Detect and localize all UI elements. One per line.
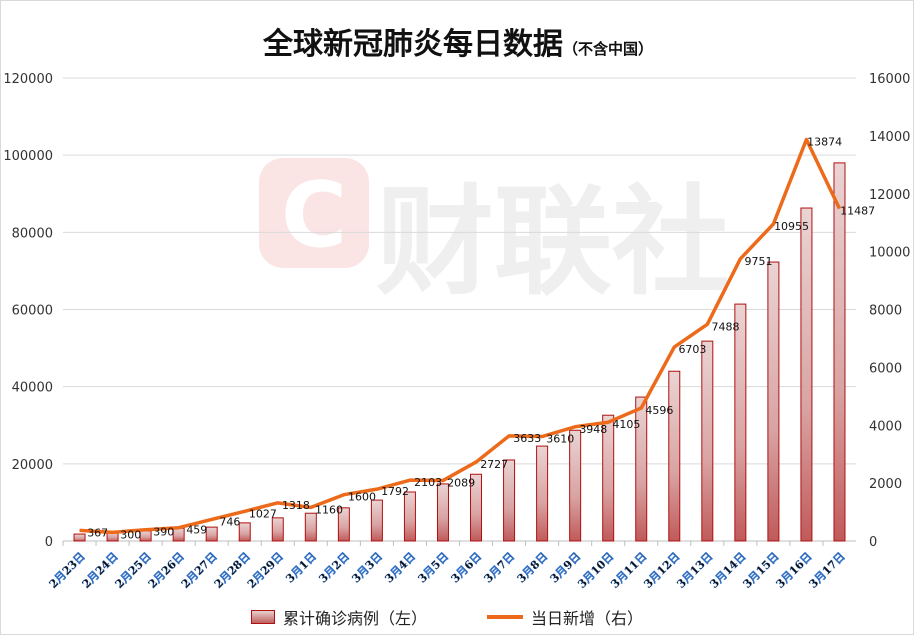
data-label: 1027 [249, 507, 277, 520]
bar [668, 370, 681, 542]
data-label: 390 [153, 526, 174, 539]
watermark-logo [259, 158, 369, 268]
data-label: 1792 [381, 485, 409, 498]
bar [701, 340, 714, 542]
data-label: 746 [219, 515, 240, 528]
bar [536, 445, 549, 542]
bar [370, 499, 383, 542]
watermark-text: 财联社 [376, 173, 730, 311]
data-label: 2103 [414, 476, 442, 489]
subtitle-text: （不含中国） [562, 40, 653, 58]
x-tick-label: 3月7日 [482, 550, 518, 586]
data-label: 7488 [711, 320, 739, 333]
bar [304, 512, 317, 542]
data-label: 459 [186, 524, 207, 537]
right-tick-label: 2000 [869, 477, 902, 492]
bar [569, 429, 582, 542]
data-label: 367 [87, 526, 108, 539]
data-label: 1600 [348, 491, 376, 504]
bar [403, 491, 416, 542]
x-tick-label: 2月29日 [245, 550, 286, 591]
legend: 累计确诊病例（左） 当日新增（右） [251, 605, 643, 629]
data-label: 3948 [579, 423, 607, 436]
legend-label: 累计确诊病例（左） [283, 609, 428, 628]
x-tick-label: 3月4日 [382, 550, 418, 586]
right-tick-label: 10000 [869, 246, 910, 261]
title-text: 全球新冠肺炎每日数据 [262, 27, 563, 62]
x-tick-label: 3月6日 [449, 550, 485, 586]
bar [271, 517, 284, 542]
data-label: 4596 [645, 404, 673, 417]
data-label: 4105 [612, 418, 640, 431]
bar [734, 303, 747, 542]
data-label: 9751 [745, 255, 773, 268]
right-tick-label: 4000 [869, 419, 902, 434]
bar [73, 533, 86, 542]
x-tick-label: 3月8日 [515, 550, 551, 586]
legend-label: 当日新增（右） [531, 609, 644, 628]
x-tick-label: 3月1日 [283, 550, 319, 586]
bar [139, 530, 152, 542]
bar [767, 261, 780, 542]
data-label: 1318 [282, 499, 310, 512]
legend-item-cumulative: 累计确诊病例（左） [251, 605, 427, 629]
right-tick-label: 16000 [869, 72, 910, 87]
bar [833, 162, 846, 542]
data-label: 2089 [447, 477, 475, 490]
data-label: 13874 [807, 136, 842, 149]
left-tick-label: 40000 [12, 381, 53, 396]
data-label: 6703 [678, 343, 706, 356]
watermark-logo-c: C [281, 163, 347, 268]
right-tick-label: 14000 [869, 130, 910, 145]
bar [337, 507, 350, 542]
bar [436, 483, 449, 542]
bar [503, 459, 516, 542]
bar [238, 522, 251, 542]
legend-swatch-line [487, 615, 524, 619]
bar [602, 414, 615, 542]
bar [470, 473, 483, 542]
x-tick-label: 3月17日 [807, 550, 848, 591]
legend-swatch-bar [251, 610, 275, 624]
left-tick-label: 20000 [12, 458, 53, 473]
data-label: 3633 [513, 432, 541, 445]
chart-title: 全球新冠肺炎每日数据（不含中国） [1, 19, 913, 63]
data-label: 300 [120, 528, 141, 541]
bar [205, 526, 218, 542]
right-tick-label: 12000 [869, 188, 910, 203]
x-tick-label: 3月5日 [416, 550, 452, 586]
right-tick-label: 8000 [869, 304, 902, 319]
data-label: 2727 [480, 458, 508, 471]
daily-line [79, 137, 842, 535]
data-label: 11487 [840, 205, 875, 218]
left-tick-label: 0 [45, 535, 53, 550]
x-tick-label: 3月2日 [316, 550, 352, 586]
right-tick-label: 0 [869, 535, 877, 550]
bar [800, 207, 813, 542]
left-tick-label: 80000 [12, 226, 53, 241]
data-label: 10955 [774, 220, 809, 233]
left-tick-label: 120000 [3, 72, 53, 87]
left-tick-label: 100000 [3, 149, 53, 164]
bar [635, 396, 648, 542]
x-tick-label: 3月3日 [349, 550, 385, 586]
data-label: 1160 [315, 503, 343, 516]
legend-item-daily: 当日新增（右） [487, 605, 643, 629]
bar [172, 527, 185, 542]
left-tick-label: 60000 [12, 304, 53, 319]
data-label: 3610 [546, 433, 574, 446]
right-tick-label: 6000 [869, 361, 902, 376]
